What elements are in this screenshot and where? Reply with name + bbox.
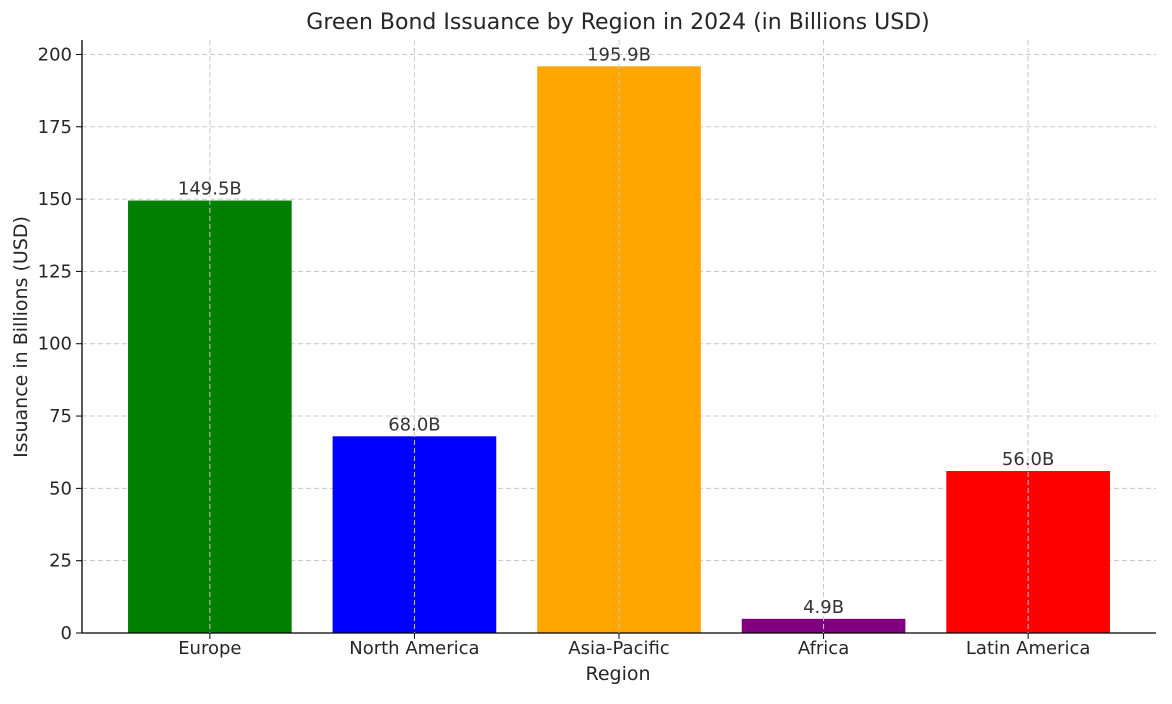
y-axis-label: Issuance in Billions (USD) (10, 216, 32, 458)
data-label: 56.0B (1002, 449, 1054, 470)
y-tick-label: 100 (38, 334, 72, 355)
data-label: 149.5B (178, 179, 242, 200)
y-tick-label: 175 (38, 117, 72, 138)
data-label: 195.9B (587, 44, 651, 65)
y-tick-label: 125 (38, 261, 72, 282)
y-tick-label: 75 (49, 406, 72, 427)
chart-title: Green Bond Issuance by Region in 2024 (i… (306, 10, 929, 35)
axes: 0 25 50 75 100 125 150 175 200 Europe North Americ… (38, 40, 1156, 659)
x-axis-label: Region (585, 663, 650, 685)
data-label: 4.9B (803, 597, 844, 618)
y-tick-label: 150 (38, 189, 72, 210)
x-tick-label: Asia-Pacific (568, 638, 669, 659)
x-tick-label: North America (349, 638, 479, 659)
x-tick-label: Africa (798, 638, 849, 659)
y-tick-label: 25 (49, 551, 72, 572)
x-tick-label: Europe (178, 638, 241, 659)
x-tick-label: Latin America (966, 638, 1091, 659)
data-labels: 149.5B 68.0B 195.9B 4.9B 56.0B (178, 40, 1054, 633)
y-tick-label: 200 (38, 44, 72, 65)
data-label: 68.0B (388, 414, 440, 435)
y-tick-label: 0 (61, 623, 72, 644)
y-tick-label: 50 (49, 478, 72, 499)
